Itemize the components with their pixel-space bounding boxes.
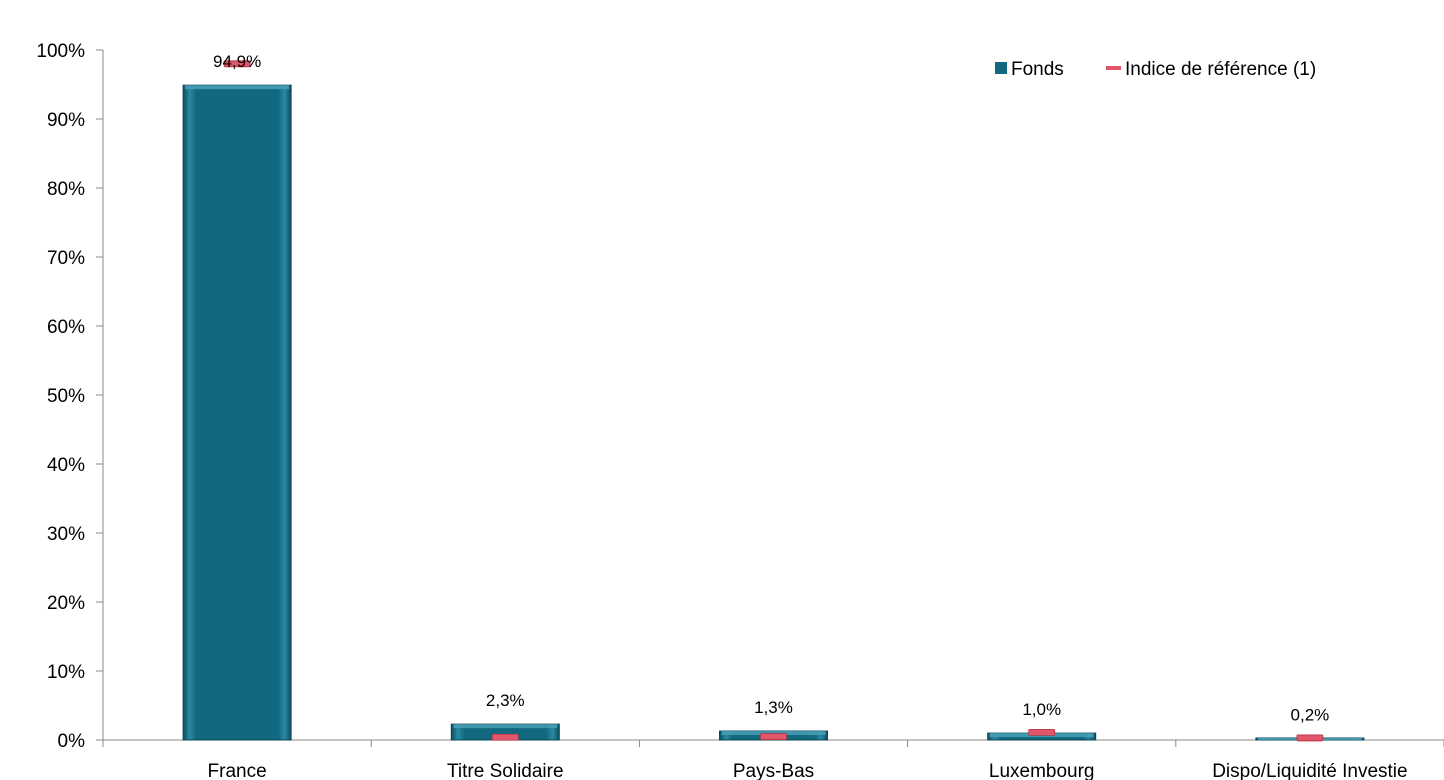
- y-tick-label: 20%: [47, 593, 85, 614]
- x-category-label: France: [208, 761, 267, 780]
- y-tick-label: 100%: [36, 41, 85, 62]
- marker-indice: [760, 733, 787, 740]
- y-tick-label: 70%: [47, 248, 85, 269]
- y-axis: 0% 10% 20% 30% 40% 50% 60% 70% 80% 90% 100%: [36, 41, 104, 752]
- data-label-fonds: 1,3%: [754, 698, 793, 717]
- y-tick-label: 30%: [47, 524, 85, 545]
- bar-series-fonds: [182, 84, 1365, 741]
- x-category-label: Pays-Bas: [733, 761, 814, 780]
- y-tick-label: 90%: [47, 110, 85, 131]
- data-labels: 94,9% 2,3% 1,3% 1,0% 0,2%: [213, 52, 1329, 725]
- y-tick-label: 10%: [47, 662, 85, 683]
- x-category-label: Luxembourg: [989, 761, 1095, 780]
- bar-fonds-highlight: [721, 731, 826, 736]
- legend-swatch-fonds: [995, 62, 1007, 74]
- bar-fonds-highlight: [185, 85, 290, 90]
- y-tick-label: 40%: [47, 455, 85, 476]
- y-tick-label: 60%: [47, 317, 85, 338]
- y-tick-label: 0%: [58, 731, 86, 752]
- data-label-fonds: 0,2%: [1291, 706, 1330, 725]
- data-label-fonds: 2,3%: [486, 691, 525, 710]
- marker-indice: [1028, 729, 1056, 736]
- x-axis: France Titre Solidaire Pays-Bas Luxembourg D…: [102, 739, 1444, 780]
- data-label-fonds: 94,9%: [213, 52, 261, 71]
- legend-label-indice: Indice de référence (1): [1125, 59, 1316, 80]
- x-category-label: Titre Solidaire: [447, 761, 564, 780]
- legend-swatch-indice: [1106, 66, 1121, 70]
- x-category-label: Dispo/Liquidité Investie: [1212, 761, 1407, 780]
- y-tick-label: 80%: [47, 179, 85, 200]
- marker-indice: [491, 733, 519, 741]
- bar-fonds-highlight: [453, 724, 558, 729]
- legend-label-fonds: Fonds: [1011, 59, 1064, 80]
- legend: Fonds Indice de référence (1): [995, 59, 1316, 80]
- bar-fonds: [182, 84, 292, 741]
- data-label-fonds: 1,0%: [1022, 700, 1061, 719]
- y-tick-label: 50%: [47, 386, 85, 407]
- marker-indice: [223, 60, 251, 68]
- marker-series-indice: [223, 60, 1324, 742]
- bar-fonds-body: [182, 84, 292, 741]
- marker-indice: [1296, 734, 1324, 742]
